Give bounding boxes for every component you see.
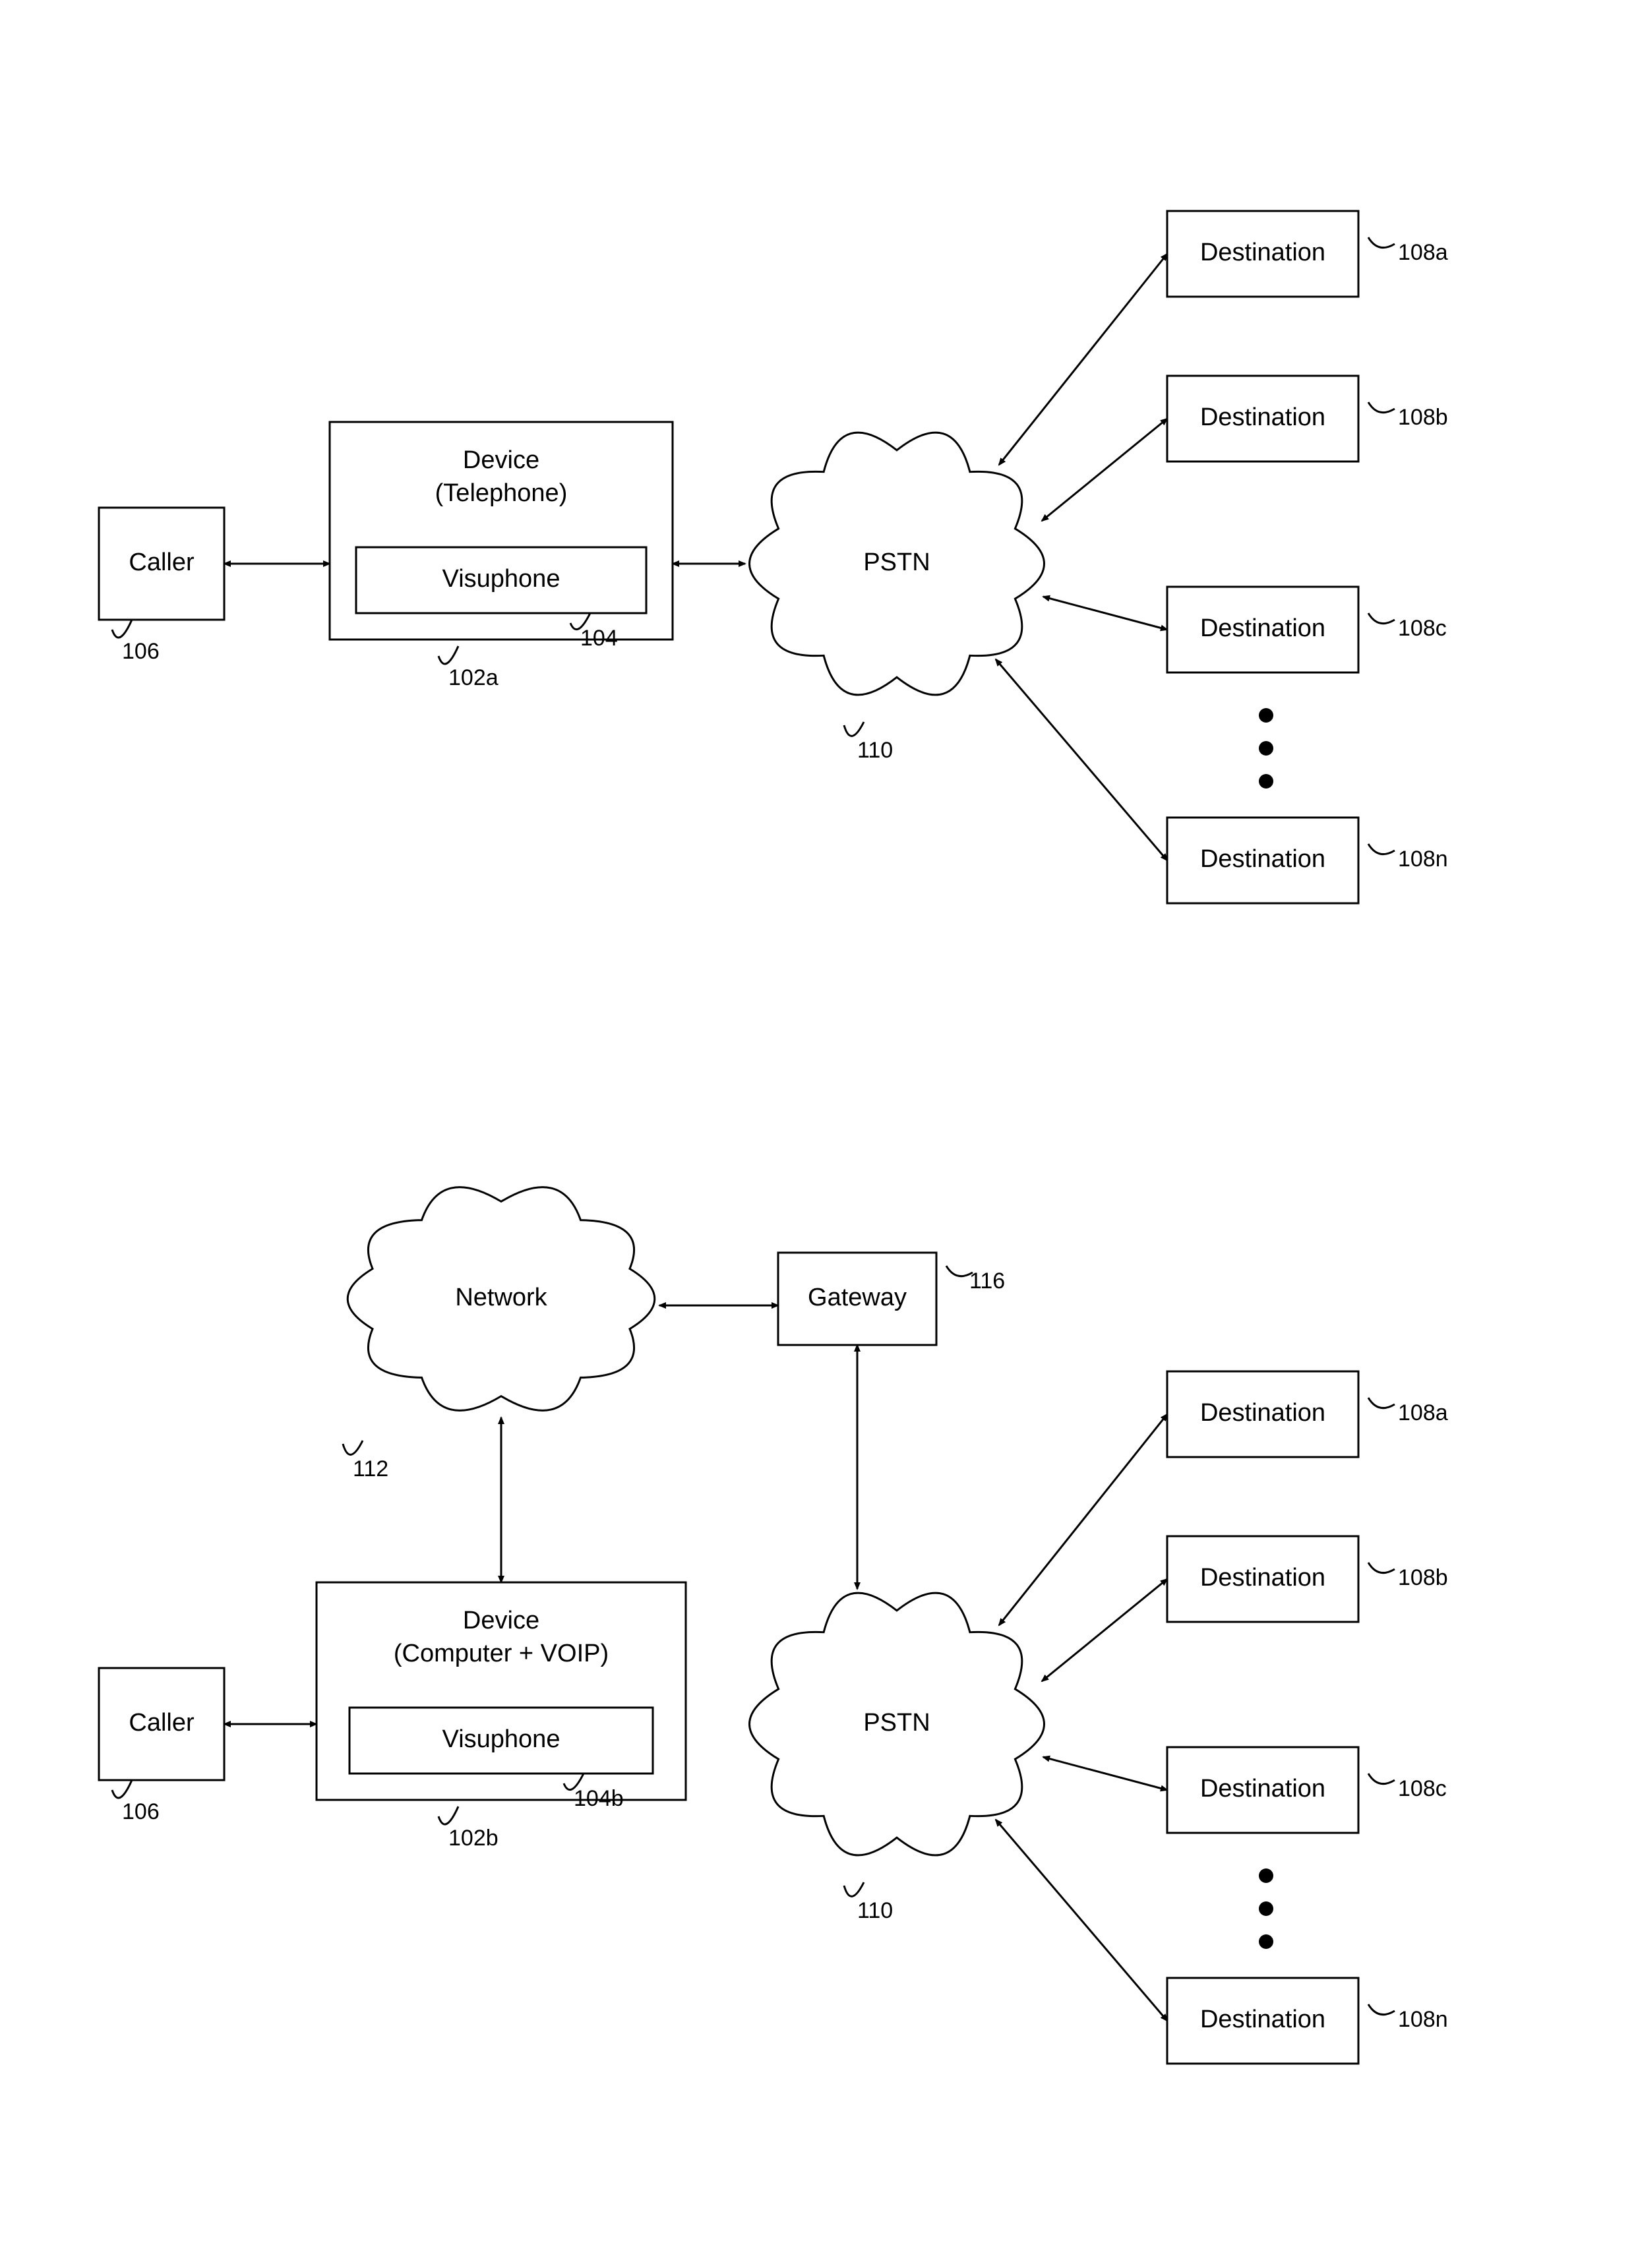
ellipsis-dot xyxy=(1259,741,1273,756)
pstn-label: PSTN xyxy=(863,549,930,576)
connector xyxy=(996,659,1167,860)
ref-number: 106 xyxy=(122,1799,160,1824)
ellipsis-dot xyxy=(1259,1934,1273,1949)
ref-number: 116 xyxy=(969,1268,1005,1294)
ref-leader xyxy=(844,722,864,736)
ref-leader xyxy=(1368,1774,1395,1784)
connector xyxy=(1043,597,1167,630)
destination-label: Destination xyxy=(1200,1564,1325,1592)
ellipsis-dot xyxy=(1259,708,1273,723)
ref-number: 108n xyxy=(1398,2007,1448,2032)
device-label: Device xyxy=(463,446,539,474)
ref-leader xyxy=(1368,1563,1395,1573)
ref-number: 102a xyxy=(448,665,499,690)
caller-label: Caller xyxy=(129,549,195,576)
ref-number: 108c xyxy=(1398,616,1447,641)
destination-label: Destination xyxy=(1200,845,1325,873)
gateway-label: Gateway xyxy=(808,1284,907,1311)
ref-number: 112 xyxy=(353,1456,388,1481)
ref-leader xyxy=(112,620,132,638)
ref-leader xyxy=(439,1806,458,1824)
ref-number: 108a xyxy=(1398,1400,1448,1425)
visuphone-label: Visuphone xyxy=(442,1725,560,1753)
ellipsis-dot xyxy=(1259,774,1273,789)
ref-number: 110 xyxy=(857,738,893,763)
ref-leader xyxy=(1368,1398,1395,1408)
destination-label: Destination xyxy=(1200,2006,1325,2033)
ref-leader xyxy=(1368,613,1395,624)
ref-number: 104 xyxy=(580,626,618,651)
ref-number: 108a xyxy=(1398,240,1448,265)
ref-leader xyxy=(1368,237,1395,248)
ellipsis-dot xyxy=(1259,1901,1273,1916)
diagram-canvas: Caller Device (Telephone) Visuphone PSTN Dest… xyxy=(0,0,1636,2268)
ref-number: 102b xyxy=(448,1826,499,1851)
device-label: Device xyxy=(463,1607,539,1634)
connector xyxy=(999,1414,1167,1625)
ref-number: 108c xyxy=(1398,1776,1447,1801)
network-label: Network xyxy=(455,1284,547,1311)
ref-number: 108b xyxy=(1398,405,1448,430)
destination-label: Destination xyxy=(1200,239,1325,266)
ref-leader xyxy=(844,1882,864,1896)
ref-leader xyxy=(1368,844,1395,854)
destination-label: Destination xyxy=(1200,1399,1325,1427)
device-sublabel: (Computer + VOIP) xyxy=(394,1640,609,1667)
ref-number: 106 xyxy=(122,639,160,664)
ref-number: 104b xyxy=(574,1786,624,1811)
connector xyxy=(1042,419,1167,521)
destination-label: Destination xyxy=(1200,614,1325,642)
ellipsis-dot xyxy=(1259,1868,1273,1883)
ref-leader xyxy=(946,1266,973,1276)
connector xyxy=(999,254,1167,465)
destination-label: Destination xyxy=(1200,1775,1325,1803)
ref-number: 110 xyxy=(857,1898,893,1923)
device-sublabel: (Telephone) xyxy=(435,479,568,507)
visuphone-label: Visuphone xyxy=(442,565,560,593)
destination-label: Destination xyxy=(1200,403,1325,431)
ref-leader xyxy=(439,646,458,664)
ref-leader xyxy=(1368,2004,1395,2015)
connector xyxy=(996,1820,1167,2021)
caller-label: Caller xyxy=(129,1709,195,1737)
pstn-label: PSTN xyxy=(863,1709,930,1737)
ref-leader xyxy=(343,1441,363,1454)
connector xyxy=(1043,1757,1167,1790)
ref-leader xyxy=(1368,402,1395,413)
connector xyxy=(1042,1579,1167,1681)
ref-leader xyxy=(112,1780,132,1798)
ref-number: 108b xyxy=(1398,1565,1448,1590)
ref-number: 108n xyxy=(1398,847,1448,872)
